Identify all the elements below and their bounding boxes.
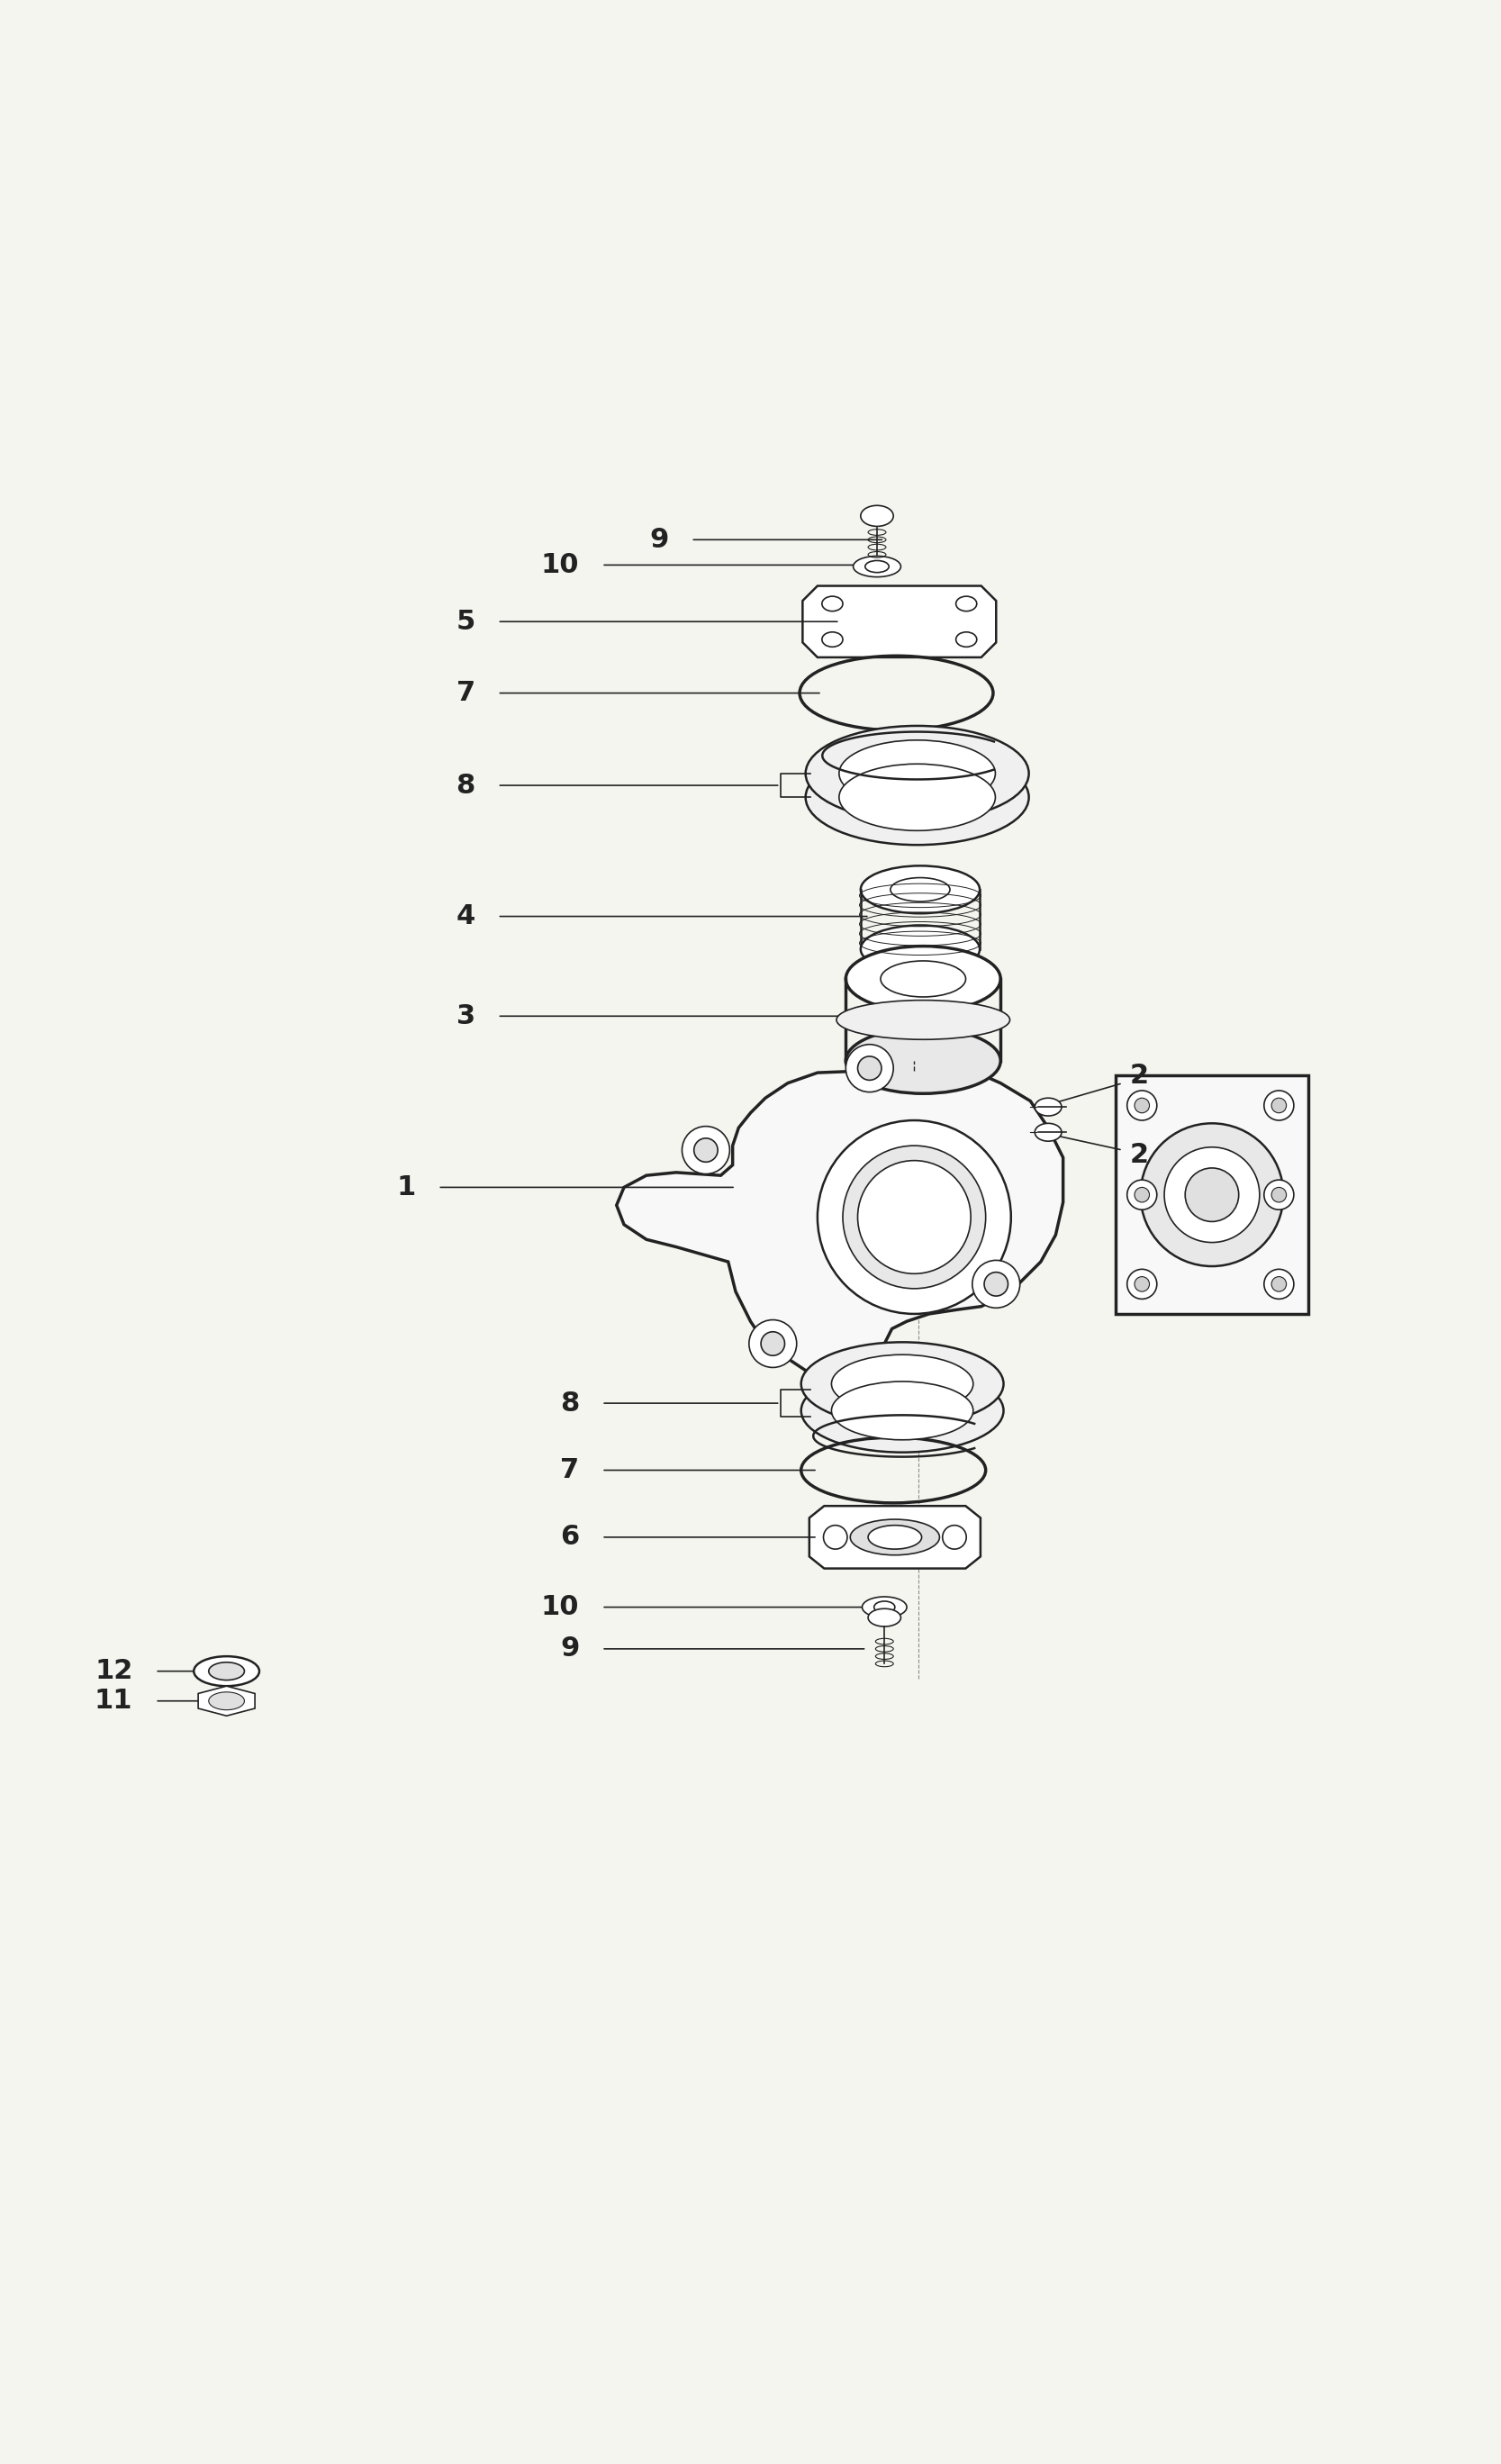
Ellipse shape [806,727,1028,821]
Ellipse shape [874,1602,895,1614]
Ellipse shape [1271,1099,1286,1114]
Ellipse shape [1034,1099,1061,1116]
Ellipse shape [973,1259,1019,1308]
Ellipse shape [1264,1092,1294,1121]
Polygon shape [809,1506,980,1570]
Ellipse shape [868,1525,922,1550]
Ellipse shape [209,1693,245,1710]
Text: 4: 4 [456,904,476,929]
Text: 12: 12 [95,1658,132,1685]
Ellipse shape [761,1331,785,1355]
Polygon shape [803,586,997,658]
Ellipse shape [823,596,842,611]
Ellipse shape [1271,1188,1286,1202]
Ellipse shape [1127,1180,1157,1210]
FancyBboxPatch shape [1115,1077,1309,1313]
Text: 2: 2 [1130,1141,1150,1168]
Text: 6: 6 [560,1525,579,1550]
Ellipse shape [860,865,980,914]
Text: 10: 10 [540,1594,579,1621]
Ellipse shape [860,505,893,527]
Ellipse shape [853,557,901,577]
Ellipse shape [802,1370,1004,1451]
Ellipse shape [1135,1276,1150,1291]
Text: 11: 11 [95,1688,132,1715]
Text: 7: 7 [560,1456,579,1483]
Ellipse shape [868,1609,901,1626]
Ellipse shape [832,1355,973,1412]
Ellipse shape [862,1597,907,1616]
Ellipse shape [693,1138,717,1163]
Ellipse shape [1264,1180,1294,1210]
Ellipse shape [860,926,980,973]
Polygon shape [198,1685,255,1715]
Ellipse shape [881,961,965,998]
Text: 10: 10 [540,552,579,579]
Ellipse shape [865,562,889,572]
Ellipse shape [845,946,1001,1013]
Text: 2: 2 [1130,1062,1150,1089]
Text: 3: 3 [456,1003,476,1030]
Ellipse shape [985,1271,1009,1296]
Ellipse shape [842,1146,986,1289]
Ellipse shape [845,1027,1001,1094]
Ellipse shape [1271,1276,1286,1291]
Ellipse shape [818,1121,1012,1313]
Text: 7: 7 [456,680,476,707]
Ellipse shape [956,633,977,648]
Ellipse shape [857,1161,971,1274]
Text: 9: 9 [650,527,668,552]
Ellipse shape [956,596,977,611]
Ellipse shape [943,1525,967,1550]
Ellipse shape [1165,1148,1259,1242]
Ellipse shape [802,1343,1004,1427]
Ellipse shape [839,739,995,806]
Ellipse shape [857,1057,881,1079]
Ellipse shape [1186,1168,1238,1222]
Ellipse shape [1141,1124,1283,1266]
Ellipse shape [832,1382,973,1439]
Ellipse shape [836,1000,1010,1040]
Text: 8: 8 [560,1390,579,1417]
Ellipse shape [845,1045,893,1092]
Ellipse shape [850,1520,940,1555]
Ellipse shape [823,633,842,648]
Polygon shape [617,1064,1063,1377]
Ellipse shape [824,1525,847,1550]
Ellipse shape [1135,1188,1150,1202]
Ellipse shape [1127,1092,1157,1121]
Text: 8: 8 [456,771,476,798]
Ellipse shape [1127,1269,1157,1299]
Ellipse shape [806,749,1028,845]
Ellipse shape [1264,1269,1294,1299]
Ellipse shape [1135,1099,1150,1114]
Text: 1: 1 [396,1175,416,1200]
Text: 9: 9 [560,1636,579,1661]
Ellipse shape [839,764,995,830]
Ellipse shape [681,1126,729,1173]
Ellipse shape [749,1321,797,1368]
Ellipse shape [194,1656,260,1685]
Ellipse shape [209,1663,245,1680]
Ellipse shape [1034,1124,1061,1141]
Text: 5: 5 [456,609,476,636]
